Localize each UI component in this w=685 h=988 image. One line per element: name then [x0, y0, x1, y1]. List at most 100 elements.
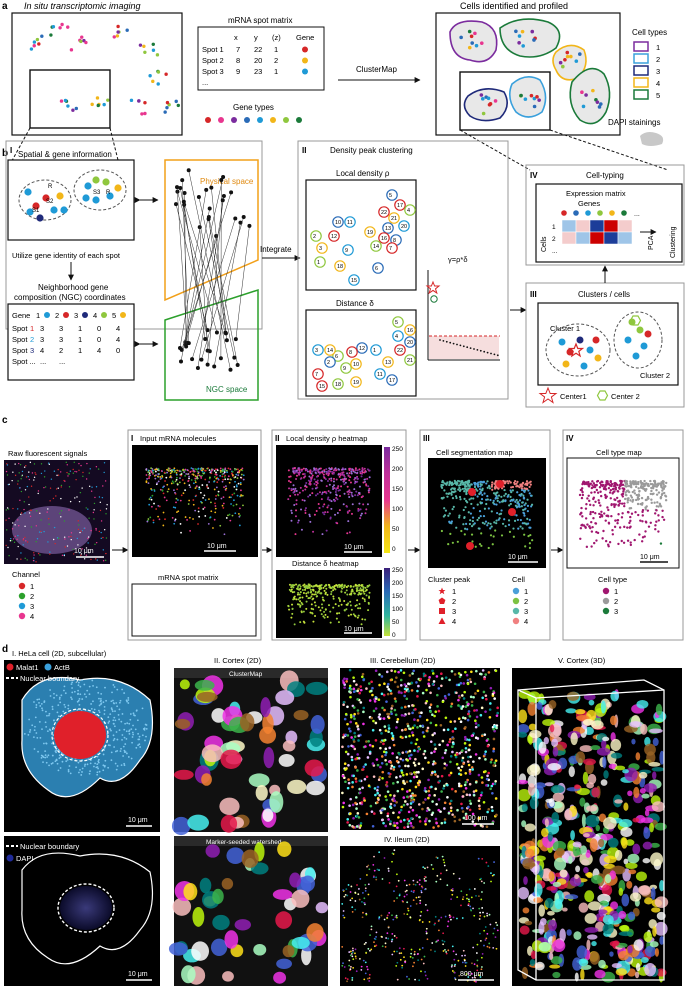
raw-speckle [24, 536, 26, 539]
ngc-point [199, 357, 204, 362]
cell-type-spot [640, 485, 643, 488]
density-cell [356, 471, 359, 474]
watershed-cell [291, 936, 310, 949]
physical-point [204, 187, 209, 192]
input-spot [203, 506, 206, 509]
raw-speckle [94, 543, 96, 546]
ngc-row-label: Spot [12, 346, 28, 355]
density-cell [304, 509, 307, 512]
cerebellum-spot [475, 708, 478, 712]
cerebellum-spot [485, 739, 489, 742]
input-spot [240, 494, 242, 497]
segmentation-spot [525, 482, 529, 485]
gamma-point [490, 352, 492, 355]
actb-spot [138, 743, 141, 746]
cerebellum-spot [389, 802, 393, 806]
segmentation-spot [455, 526, 458, 529]
ngc-point [224, 338, 229, 343]
actb-spot [119, 750, 122, 753]
ileum-spot [348, 951, 351, 953]
watershed-cell [191, 941, 210, 961]
raw-speckle [22, 539, 25, 541]
cerebellum-spot [459, 773, 463, 776]
cell-type-spot [604, 493, 607, 497]
density-cell [335, 478, 338, 481]
cerebellum-spot [353, 747, 357, 751]
cell-type-spot [598, 515, 602, 519]
segmentation-spot [472, 497, 475, 500]
ileum-spot [354, 955, 357, 958]
actb-spot [107, 766, 110, 769]
physical-point [238, 220, 243, 225]
ngc-cell: 3 [40, 335, 44, 344]
input-spot [148, 503, 151, 506]
segmentation-spot [520, 505, 523, 508]
actb-spot [92, 685, 94, 687]
distance-cell [335, 617, 338, 620]
input-spot [184, 489, 187, 492]
cerebellum-spot [400, 771, 404, 774]
cerebellum-spot [392, 821, 396, 825]
cerebellum-spot [429, 703, 433, 707]
cerebellum-spot [389, 689, 392, 693]
watershed-cell [241, 849, 259, 868]
density-cell [290, 519, 293, 522]
input-spot [177, 499, 179, 501]
neighborhood-circle-2 [73, 169, 127, 211]
input-spot [234, 480, 236, 483]
raw-speckle [52, 538, 55, 541]
cerebellum-spot [375, 758, 379, 761]
colorbar-tick: 50 [392, 526, 400, 533]
raw-speckle [12, 471, 14, 473]
cerebellum-spot [411, 711, 414, 715]
cerebellum-spot [414, 757, 417, 761]
cluster-spot [592, 336, 600, 344]
cell-type-spot [591, 510, 595, 514]
actb-spot [66, 758, 69, 761]
raw-speckle [103, 462, 106, 464]
cell-type-spot [645, 521, 648, 524]
segmentation-spot [519, 483, 522, 487]
ileum-spot [451, 945, 454, 948]
cerebellum-spot [425, 809, 429, 813]
actb-spot [134, 714, 136, 717]
spot [35, 37, 40, 42]
input-spot [235, 503, 238, 506]
cortex3d-spot [574, 972, 579, 982]
cerebellum-spot [383, 725, 387, 728]
density-cell [320, 479, 323, 482]
input-spot [172, 506, 175, 509]
cell-type-spot [662, 518, 666, 521]
colorbar-tick: 100 [392, 606, 403, 613]
raw-speckle [56, 537, 59, 539]
input-spot [217, 493, 220, 496]
actb-spot [75, 766, 78, 769]
watershed-cell [226, 847, 245, 865]
spatial-spot [82, 194, 90, 202]
cerebellum-spot [354, 780, 358, 783]
cerebellum-spot [449, 705, 453, 708]
density-cell [335, 494, 338, 497]
cerebellum-spot [342, 681, 346, 685]
distance-cell [324, 591, 327, 594]
cortex3d-spots [516, 689, 669, 983]
density-cell [309, 476, 312, 479]
ileum-spot [364, 972, 367, 975]
input-spot [163, 496, 166, 499]
cerebellum-spot [416, 689, 419, 693]
actb-spot [61, 760, 64, 763]
cell-type-legend-dot [602, 587, 610, 595]
watershed-cell [221, 878, 234, 890]
cell-spot [529, 93, 534, 98]
cerebellum-spot [351, 803, 355, 807]
distance-heatmap-spots [287, 583, 371, 626]
cortex2d-cell [275, 690, 295, 706]
ileum-spot [430, 863, 433, 866]
input-spot [166, 483, 169, 486]
ileum-spot [347, 884, 350, 886]
ileum-spot [398, 947, 401, 950]
segmentation-spot [481, 521, 484, 524]
segmentation-spot [476, 503, 479, 506]
cerebellum-spot [472, 760, 475, 763]
density-cell [357, 477, 360, 480]
